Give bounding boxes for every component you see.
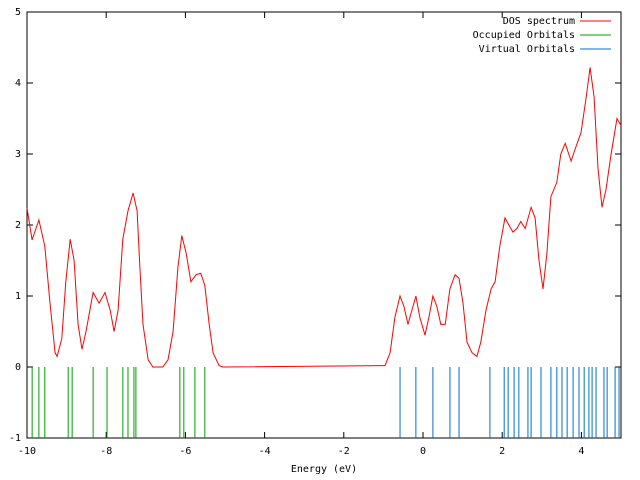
legend-label: DOS spectrum — [503, 16, 575, 27]
plot-frame — [26, 11, 622, 439]
x-tick-label: 0 — [420, 446, 426, 457]
x-tick-label: -10 — [18, 446, 36, 457]
x-tick-label: 2 — [499, 446, 505, 457]
y-tick-label: 2 — [15, 220, 21, 231]
x-tick-label: -2 — [338, 446, 350, 457]
x-tick-label: -6 — [179, 446, 191, 457]
x-axis-label: Energy (eV) — [291, 464, 357, 475]
x-tick-label: 4 — [578, 446, 584, 457]
y-tick-label: -1 — [9, 433, 21, 444]
x-tick-label: -4 — [259, 446, 271, 457]
legend-label: Virtual Orbitals — [479, 44, 575, 55]
y-tick-label: 5 — [15, 7, 21, 18]
y-tick-label: 0 — [15, 362, 21, 373]
x-tick-label: -8 — [100, 446, 112, 457]
legend-label: Occupied Orbitals — [473, 30, 575, 41]
y-tick-label: 3 — [15, 149, 21, 160]
y-tick-label: 4 — [15, 78, 21, 89]
dos-line — [26, 67, 622, 368]
y-tick-label: 1 — [15, 291, 21, 302]
